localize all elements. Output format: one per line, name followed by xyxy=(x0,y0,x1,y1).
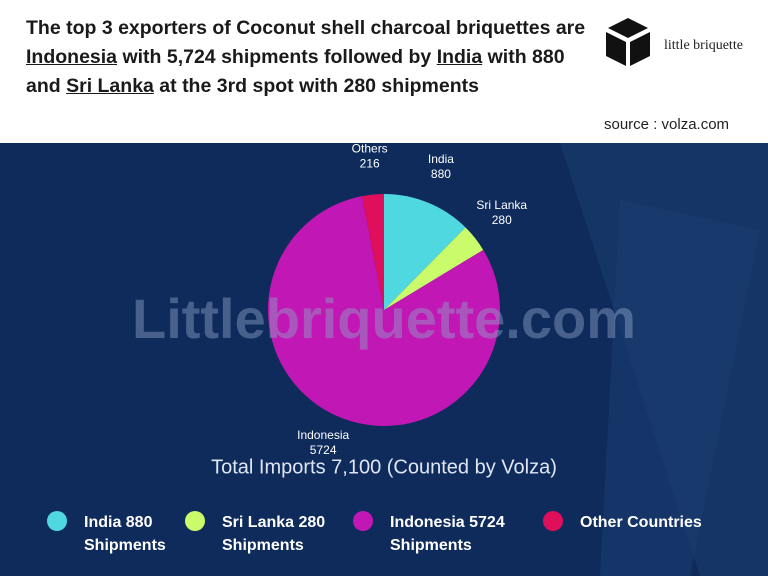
slice-label-value: 216 xyxy=(360,157,380,171)
pie-slice xyxy=(268,196,500,427)
legend-line: Shipments xyxy=(84,537,166,554)
headline-segment: with 880 and xyxy=(26,46,565,97)
slice-label-value: 5724 xyxy=(310,443,337,457)
slice-label: India 880 xyxy=(428,152,454,181)
slice-label-name: Indonesia xyxy=(297,428,349,442)
decor xyxy=(600,200,760,576)
legend-label: Other Countries xyxy=(580,514,702,531)
headline-segment: Sri Lanka xyxy=(66,75,154,97)
legend-line: Sri Lanka 280 xyxy=(222,514,325,531)
slice-label-name: Sri Lanka xyxy=(476,198,527,212)
legend-line: Other Countries xyxy=(580,514,702,531)
headline-segment: Indonesia xyxy=(26,46,118,68)
legend-line: Indonesia 5724 xyxy=(390,514,505,531)
logo-icon xyxy=(606,18,650,66)
legend-line: Shipments xyxy=(222,537,304,554)
legend-swatch xyxy=(353,511,373,531)
headline-segment: The top 3 exporters of Coconut shell cha… xyxy=(26,17,586,39)
slice-label: Sri Lanka 280 xyxy=(476,198,527,227)
headline-segment: India xyxy=(436,46,483,68)
pie-slice xyxy=(384,194,466,310)
legend-line: India 880 xyxy=(84,514,153,531)
slice-label-name: India xyxy=(428,152,454,166)
headline-segment: with 5,724 shipments followed by xyxy=(117,46,437,68)
legend-line: Shipments xyxy=(390,537,472,554)
pie-slice xyxy=(361,194,384,310)
slice-label: Indonesia 5724 xyxy=(297,428,349,457)
legend-swatch xyxy=(47,511,67,531)
legend-swatch xyxy=(543,511,563,531)
legend-swatch xyxy=(185,511,205,531)
watermark: Littlebriquette.com xyxy=(132,287,636,350)
logo-text: little briquette xyxy=(664,38,743,53)
legend-label: India 880 Shipments xyxy=(84,514,166,554)
source: source : volza.com xyxy=(604,116,730,133)
slice-label-value: 880 xyxy=(431,167,451,181)
headline: The top 3 exporters of Coconut shell cha… xyxy=(26,14,586,101)
legend-label: Sri Lanka 280 Shipments xyxy=(222,514,325,554)
pie-slice xyxy=(384,227,484,310)
slice-label: Others 216 xyxy=(352,142,388,171)
legend: India 880 Shipments Sri Lanka 280 Shipments… xyxy=(47,511,702,554)
legend-label: Indonesia 5724 Shipments xyxy=(390,514,505,554)
subtitle: Total Imports 7,100 (Counted by Volza) xyxy=(211,456,557,478)
slice-label-value: 280 xyxy=(492,213,512,227)
headline-segment: at the 3rd spot with 280 shipments xyxy=(153,75,479,97)
slice-label-name: Others xyxy=(352,142,388,156)
